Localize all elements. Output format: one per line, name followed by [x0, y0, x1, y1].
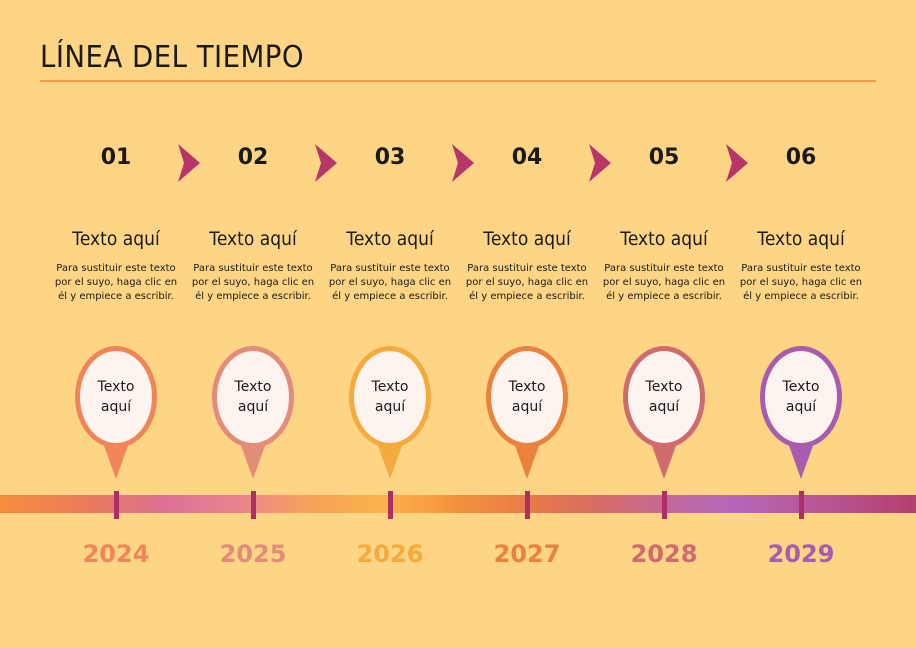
pin-label[interactable]: Texto aquí [350, 377, 430, 417]
pin-label-line: Texto [97, 379, 135, 395]
step-number: 02 [237, 145, 269, 170]
title-underline [40, 80, 876, 82]
map-pin-icon [75, 346, 157, 479]
step-body[interactable]: Para sustituir este texto por el suyo, h… [191, 263, 315, 302]
chevron-right-icon [726, 144, 748, 182]
pin-label-line: aquí [374, 399, 406, 415]
step-heading[interactable]: Texto aquí [346, 228, 434, 250]
chevron-right-icon [452, 144, 474, 182]
step-body[interactable]: Para sustituir este texto por el suyo, h… [739, 263, 863, 302]
timeline-item: 02 Texto aquí Para sustituir este texto po… [192, 0, 314, 648]
pin-label-line: aquí [100, 399, 132, 415]
pin-label-line: aquí [785, 399, 817, 415]
timeline-tick [251, 491, 256, 519]
timeline-tick [388, 491, 393, 519]
map-pin-icon [623, 346, 705, 479]
timeline-item: 05 Texto aquí Para sustituir este texto po… [603, 0, 725, 648]
pin-label-line: Texto [371, 379, 409, 395]
pin-label[interactable]: Texto aquí [213, 377, 293, 417]
map-pin-icon [349, 346, 431, 479]
pin-label-line: aquí [648, 399, 680, 415]
page-title: LÍNEA DEL TIEMPO [40, 40, 305, 75]
map-pin-icon [760, 346, 842, 479]
step-number: 06 [785, 145, 817, 170]
step-body[interactable]: Para sustituir este texto por el suyo, h… [54, 263, 178, 302]
step-heading[interactable]: Texto aquí [72, 228, 160, 250]
step-body[interactable]: Para sustituir este texto por el suyo, h… [328, 263, 452, 302]
timeline-item: 01 Texto aquí Para sustituir este texto po… [55, 0, 177, 648]
pin-label-line: Texto [508, 379, 546, 395]
year-label: 2028 [630, 540, 698, 568]
year-label: 2026 [356, 540, 424, 568]
chevron-right-icon [589, 144, 611, 182]
step-body[interactable]: Para sustituir este texto por el suyo, h… [602, 263, 726, 302]
year-label: 2027 [493, 540, 561, 568]
pin-label-line: Texto [234, 379, 272, 395]
pin-label[interactable]: Texto aquí [76, 377, 156, 417]
pin-label-line: Texto [782, 379, 820, 395]
pin-label-line: aquí [237, 399, 269, 415]
map-pin-icon [212, 346, 294, 479]
step-number: 03 [374, 145, 406, 170]
step-number: 04 [511, 145, 543, 170]
step-heading[interactable]: Texto aquí [620, 228, 708, 250]
timeline-tick [525, 491, 530, 519]
pin-label-line: aquí [511, 399, 543, 415]
step-body[interactable]: Para sustituir este texto por el suyo, h… [465, 263, 589, 302]
chevron-right-icon [178, 144, 200, 182]
pin-label[interactable]: Texto aquí [487, 377, 567, 417]
step-heading[interactable]: Texto aquí [209, 228, 297, 250]
timeline-item: 04 Texto aquí Para sustituir este texto po… [466, 0, 588, 648]
timeline-bar [0, 495, 916, 513]
step-number: 01 [100, 145, 132, 170]
step-heading[interactable]: Texto aquí [757, 228, 845, 250]
timeline-tick [662, 491, 667, 519]
chevron-right-icon [315, 144, 337, 182]
timeline-item: 03 Texto aquí Para sustituir este texto po… [329, 0, 451, 648]
timeline-tick [799, 491, 804, 519]
pin-label[interactable]: Texto aquí [624, 377, 704, 417]
pin-label-line: Texto [645, 379, 683, 395]
pin-label[interactable]: Texto aquí [761, 377, 841, 417]
timeline-item: 06 Texto aquí Para sustituir este texto po… [740, 0, 862, 648]
year-label: 2029 [767, 540, 835, 568]
year-label: 2025 [219, 540, 287, 568]
step-heading[interactable]: Texto aquí [483, 228, 571, 250]
map-pin-icon [486, 346, 568, 479]
year-label: 2024 [82, 540, 150, 568]
timeline-tick [114, 491, 119, 519]
step-number: 05 [648, 145, 680, 170]
